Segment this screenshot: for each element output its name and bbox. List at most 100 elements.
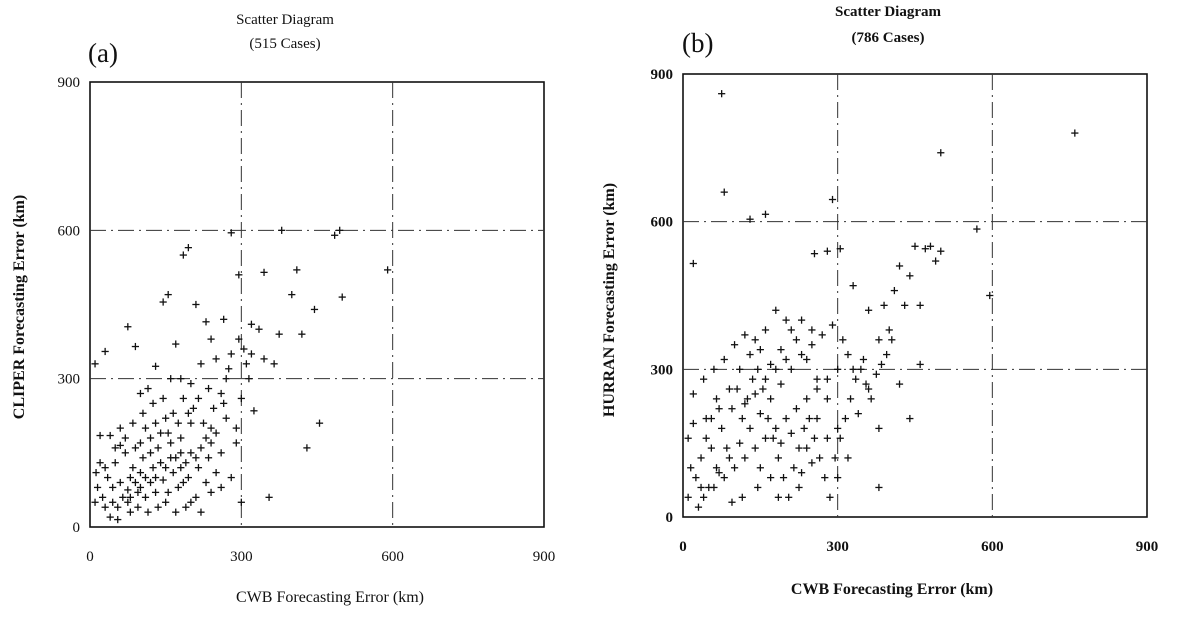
data-point	[154, 503, 162, 511]
data-point	[875, 483, 883, 492]
data-point	[139, 454, 147, 462]
data-point	[834, 424, 842, 432]
y-axis-label: CLIPER Forecasting Error (km)	[11, 195, 28, 419]
data-point	[222, 375, 230, 383]
data-point	[134, 488, 142, 496]
data-point	[119, 493, 127, 501]
data-point	[862, 380, 870, 388]
data-point	[707, 444, 715, 452]
plot-frame	[89, 81, 545, 528]
plot-frame	[682, 73, 1148, 518]
data-point	[96, 431, 104, 440]
data-point	[769, 434, 777, 442]
data-point	[730, 464, 739, 472]
data-point	[177, 434, 185, 442]
data-point	[141, 493, 150, 501]
data-point	[141, 424, 150, 432]
data-point	[937, 247, 945, 255]
data-point	[906, 414, 914, 423]
data-point	[167, 375, 175, 383]
data-point	[184, 473, 192, 482]
data-point	[169, 409, 177, 417]
data-point	[795, 444, 803, 452]
data-point	[754, 483, 762, 492]
data-point	[746, 350, 754, 359]
data-point	[890, 286, 898, 295]
data-point	[797, 469, 806, 477]
data-point	[144, 384, 152, 393]
data-point	[687, 464, 695, 472]
data-point	[795, 483, 803, 492]
data-point	[715, 405, 723, 413]
data-point	[192, 300, 200, 309]
data-point	[808, 326, 816, 334]
data-point	[116, 424, 124, 432]
data-point	[865, 385, 873, 393]
data-point	[756, 464, 764, 472]
data-point	[741, 331, 749, 339]
data-point	[124, 323, 132, 331]
scatter-panel-a: Scatter Diagram (515 Cases) (a) CWB Fore…	[0, 0, 590, 612]
x-tick-label: 900	[533, 549, 556, 565]
data-point	[162, 464, 170, 472]
data-point	[746, 215, 754, 223]
data-point	[782, 355, 790, 364]
data-point	[885, 326, 893, 334]
data-point	[767, 474, 775, 482]
data-point	[298, 330, 306, 338]
data-point	[888, 336, 896, 344]
y-tick-label: 300	[58, 372, 81, 388]
data-point	[303, 444, 311, 452]
data-point	[96, 459, 104, 467]
data-point	[823, 375, 831, 383]
data-point	[986, 291, 994, 300]
data-point	[154, 444, 162, 452]
data-point	[875, 424, 883, 432]
data-point	[932, 257, 940, 265]
data-point	[93, 483, 102, 492]
data-point	[129, 464, 137, 472]
data-point	[204, 454, 213, 462]
data-point	[813, 414, 821, 423]
data-point	[187, 380, 195, 388]
data-point	[849, 282, 857, 290]
data-point	[764, 414, 772, 423]
data-point	[839, 336, 847, 344]
data-point	[207, 335, 215, 343]
data-point	[777, 439, 785, 447]
x-axis-label: CWB Forecasting Error (km)	[791, 581, 993, 598]
data-point	[865, 306, 873, 314]
data-point	[255, 325, 263, 333]
data-point	[725, 385, 733, 393]
data-point	[270, 360, 278, 368]
data-point	[99, 493, 107, 501]
data-point	[774, 454, 782, 462]
data-point	[131, 478, 139, 487]
x-tick-label: 900	[1136, 539, 1159, 555]
data-point	[136, 469, 145, 477]
data-point	[207, 424, 215, 432]
data-point	[101, 503, 109, 511]
data-point	[782, 316, 790, 324]
data-point	[217, 483, 225, 492]
y-tick-label: 900	[58, 75, 81, 91]
data-point	[106, 431, 114, 440]
x-tick-label: 600	[981, 539, 1004, 555]
data-point	[116, 478, 124, 487]
data-point	[144, 508, 152, 516]
data-point	[164, 429, 172, 437]
data-point	[689, 390, 697, 398]
data-point	[275, 330, 283, 338]
data-point	[179, 251, 187, 259]
chart-title: Scatter Diagram	[236, 12, 334, 28]
data-point	[136, 389, 145, 398]
data-point	[384, 266, 392, 274]
data-point	[700, 375, 708, 383]
x-tick-label: 600	[381, 549, 404, 565]
data-point	[787, 429, 795, 437]
data-point	[720, 474, 728, 482]
data-point	[189, 404, 198, 412]
data-point	[227, 229, 235, 237]
data-point	[921, 245, 929, 253]
data-point	[260, 268, 268, 276]
